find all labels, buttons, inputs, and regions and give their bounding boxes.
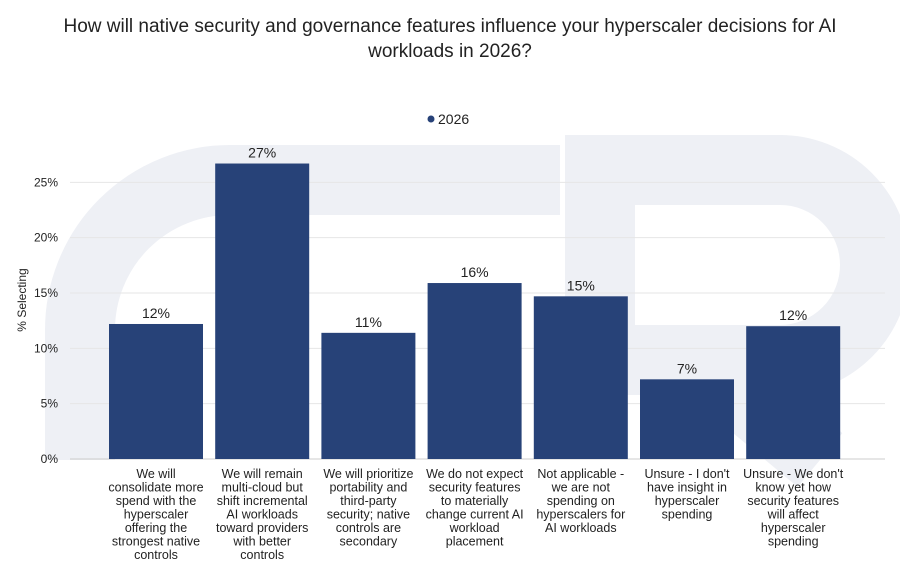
y-tick-label: 15% bbox=[34, 286, 58, 300]
data-label: 27% bbox=[248, 145, 276, 161]
x-category-label: Not applicable -we are not spending on hyp… bbox=[536, 467, 625, 535]
data-label: 15% bbox=[567, 277, 595, 293]
legend-label: 2026 bbox=[438, 111, 469, 127]
y-axis-label: % Selecting bbox=[15, 268, 29, 331]
chart-title-line-1: How will native security and governance … bbox=[63, 16, 836, 37]
legend: 2026 bbox=[427, 111, 469, 127]
x-category-label: Unsure - I don't have insight in hyperscal… bbox=[644, 467, 730, 522]
data-label: 16% bbox=[461, 264, 489, 280]
x-category-label: Unsure - We don't know yet how security fe… bbox=[743, 467, 844, 549]
data-label: 12% bbox=[779, 307, 807, 323]
y-tick-label: 20% bbox=[34, 231, 58, 245]
legend-marker bbox=[427, 115, 435, 123]
bar bbox=[746, 326, 841, 459]
x-category-label: We will remain multi-cloud but shift incre… bbox=[216, 467, 308, 562]
bar bbox=[640, 379, 734, 459]
bar bbox=[427, 283, 522, 459]
chart-title-line-2: workloads in 2026? bbox=[367, 41, 532, 62]
y-axis-ticks: 0% 5% 10% 15% 20% 25% bbox=[34, 175, 58, 466]
x-category-label: We will prioritize portability and third-p… bbox=[323, 467, 413, 549]
bar bbox=[109, 323, 203, 459]
x-category-label: We will consolidate more spend with the hyp… bbox=[108, 467, 203, 562]
x-category-label: We do not expect security features to mate… bbox=[426, 467, 524, 549]
y-tick-label: 10% bbox=[34, 341, 58, 355]
y-tick-label: 5% bbox=[41, 397, 59, 411]
data-label: 7% bbox=[677, 360, 697, 376]
y-tick-label: 25% bbox=[34, 175, 58, 189]
y-tick-label: 0% bbox=[41, 452, 59, 466]
bars bbox=[109, 163, 841, 459]
bar bbox=[321, 332, 416, 459]
bar bbox=[533, 296, 628, 459]
data-label: 11% bbox=[355, 314, 382, 330]
bar bbox=[215, 163, 310, 459]
category-labels: We will consolidate more spend with the hyp… bbox=[108, 467, 843, 562]
data-labels: 12% 27% 11% 16% 15% 7% 12% bbox=[142, 145, 807, 377]
data-label: 12% bbox=[142, 305, 170, 321]
